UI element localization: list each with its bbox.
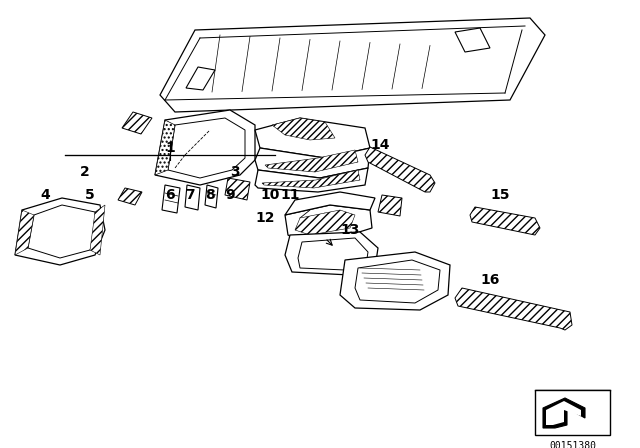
Polygon shape [340, 252, 450, 310]
Text: 10: 10 [260, 188, 280, 202]
Polygon shape [470, 207, 540, 235]
Polygon shape [543, 398, 585, 428]
Polygon shape [546, 401, 581, 425]
Text: 13: 13 [340, 223, 360, 237]
Polygon shape [155, 110, 255, 185]
Polygon shape [378, 195, 402, 216]
Text: 4: 4 [40, 188, 50, 202]
Polygon shape [255, 148, 370, 178]
Polygon shape [15, 210, 34, 255]
Polygon shape [285, 192, 375, 215]
Polygon shape [272, 118, 335, 140]
Polygon shape [455, 28, 490, 52]
Polygon shape [28, 205, 98, 258]
Polygon shape [298, 238, 368, 270]
Polygon shape [118, 188, 142, 205]
Polygon shape [122, 112, 152, 134]
Text: 1: 1 [165, 141, 175, 155]
Polygon shape [262, 170, 360, 188]
Text: 16: 16 [480, 273, 500, 287]
Polygon shape [295, 210, 355, 235]
Polygon shape [168, 118, 245, 178]
Polygon shape [255, 118, 370, 158]
Bar [535, 390, 610, 435]
Polygon shape [265, 150, 358, 172]
Polygon shape [255, 168, 368, 192]
Polygon shape [15, 198, 105, 265]
Polygon shape [162, 185, 180, 213]
Text: 7: 7 [185, 188, 195, 202]
Text: 9: 9 [225, 188, 235, 202]
Text: 15: 15 [490, 188, 509, 202]
Polygon shape [186, 67, 215, 90]
Text: 5: 5 [85, 188, 95, 202]
Polygon shape [285, 205, 372, 242]
Polygon shape [225, 178, 250, 200]
Polygon shape [160, 18, 545, 112]
Polygon shape [205, 185, 218, 208]
Text: 14: 14 [371, 138, 390, 152]
Text: 8: 8 [205, 188, 215, 202]
Polygon shape [90, 205, 105, 255]
Polygon shape [285, 232, 378, 275]
Text: 12: 12 [255, 211, 275, 225]
Text: 3: 3 [230, 165, 240, 179]
Polygon shape [365, 147, 435, 192]
Polygon shape [355, 260, 440, 303]
Text: 00151380: 00151380 [549, 441, 596, 448]
Polygon shape [155, 120, 175, 175]
Text: 11: 11 [280, 188, 300, 202]
Polygon shape [455, 288, 572, 330]
Text: 6: 6 [165, 188, 175, 202]
Text: 2: 2 [80, 165, 90, 179]
Polygon shape [185, 185, 200, 210]
